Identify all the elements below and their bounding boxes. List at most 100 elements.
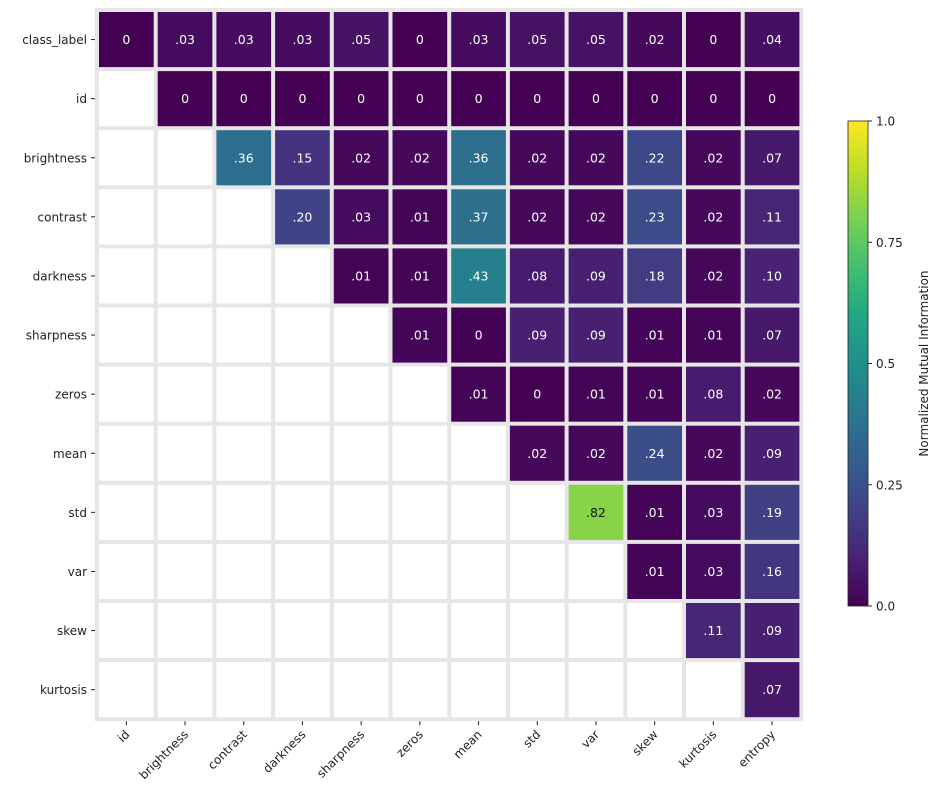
cell-value-label: .09: [762, 623, 782, 638]
heatmap-cell: [157, 543, 213, 599]
colorbar-tick-label: 1.0: [876, 115, 895, 129]
cell-value-label: .01: [410, 268, 430, 283]
heatmap-cell: [275, 248, 330, 304]
heatmap-cell: [216, 543, 272, 599]
heatmap-cell: [509, 12, 565, 68]
heatmap-cell: [568, 662, 624, 718]
cell-value-label: .03: [351, 209, 371, 224]
cell-value-label: .02: [586, 209, 606, 224]
column-tick-label: skew: [630, 727, 661, 758]
heatmap-cell: [216, 366, 272, 422]
heatmap-cell: [744, 71, 800, 127]
cell-value-label: .03: [175, 32, 195, 47]
heatmap-cells: [99, 12, 800, 718]
row-tick-label: class_label: [22, 33, 87, 47]
heatmap-cell: [627, 603, 682, 659]
heatmap-cell: [451, 12, 506, 68]
heatmap-cell: [99, 12, 154, 68]
heatmap-cell: [157, 130, 213, 186]
heatmap-cell: [157, 248, 213, 304]
heatmap-cell: [509, 484, 565, 540]
cell-value-label: .24: [645, 446, 665, 461]
cell-value-label: .15: [293, 150, 313, 165]
heatmap-cell: [333, 189, 389, 245]
row-tick-label: darkness: [33, 269, 87, 283]
heatmap-cell: [686, 543, 741, 599]
heatmap-cell: [627, 425, 682, 481]
heatmap-cell: [686, 425, 741, 481]
heatmap-cell: [333, 543, 389, 599]
heatmap-cell: [157, 603, 213, 659]
heatmap-cell: [216, 484, 272, 540]
colorbar: 0.0 0.25 0.5 0.75 1.0 Normalized Mutual Infor…: [847, 115, 931, 614]
cell-value-label: .01: [410, 209, 430, 224]
cell-value-label: .16: [762, 564, 782, 579]
cell-value-label: .02: [527, 209, 547, 224]
cell-value-label: .02: [703, 209, 723, 224]
heatmap-cell: [744, 307, 800, 363]
cell-value-label: .02: [586, 446, 606, 461]
cell-value-label: .02: [762, 387, 782, 402]
heatmap-cell: [275, 484, 330, 540]
heatmap-cell: [568, 425, 624, 481]
heatmap-cell: [392, 307, 448, 363]
heatmap-cell: [568, 366, 624, 422]
heatmap-cell: [568, 307, 624, 363]
heatmap-cell: [451, 71, 506, 127]
cell-value-label: .04: [762, 32, 782, 47]
heatmap-cell: [686, 484, 741, 540]
cell-value-label: .11: [762, 209, 782, 224]
cell-value-label: .01: [410, 328, 430, 343]
heatmap-cell: [509, 189, 565, 245]
heatmap-cell: [451, 366, 506, 422]
cell-value-label: 0: [181, 91, 189, 106]
heatmap-cell: [744, 248, 800, 304]
heatmap-cell: [216, 307, 272, 363]
cell-value-label: 0: [709, 32, 717, 47]
heatmap-cell: [451, 189, 506, 245]
heatmap-cell: [686, 307, 741, 363]
heatmap-cell: [157, 307, 213, 363]
heatmap-cell: [333, 662, 389, 718]
heatmap-cell: [627, 12, 682, 68]
heatmap-cell: [333, 603, 389, 659]
heatmap-cell: [509, 543, 565, 599]
heatmap-cell: [333, 484, 389, 540]
column-tick-label: brightness: [137, 727, 192, 782]
heatmap-cell: [275, 307, 330, 363]
column-tick-label: darkness: [260, 727, 308, 775]
heatmap-cell: [744, 484, 800, 540]
column-tick-label: zeros: [393, 727, 425, 759]
heatmap-cell: [275, 662, 330, 718]
cell-value-label: .01: [351, 268, 371, 283]
heatmap-cell: [744, 366, 800, 422]
row-tick-label: zeros: [55, 388, 87, 402]
heatmap-cell: [157, 425, 213, 481]
column-tick-label: mean: [451, 727, 485, 761]
heatmap-cell: [333, 12, 389, 68]
cell-value-label: 0: [709, 91, 717, 106]
cell-value-label: .03: [293, 32, 313, 47]
cell-value-label: .02: [703, 268, 723, 283]
heatmap-cell: [392, 484, 448, 540]
heatmap-cell: [157, 484, 213, 540]
heatmap-cell: [333, 71, 389, 127]
cell-value-label: 0: [475, 91, 483, 106]
heatmap-cell: [392, 189, 448, 245]
cell-value-label: .02: [351, 150, 371, 165]
column-tick-labels: id brightness contrast darkness sharpness zer…: [115, 721, 778, 782]
heatmap-cell: [451, 662, 506, 718]
heatmap-cell: [216, 130, 272, 186]
column-tick-label: id: [115, 727, 133, 745]
heatmap-cell: [627, 366, 682, 422]
heatmap-cell: [451, 543, 506, 599]
heatmap-cell: [333, 130, 389, 186]
heatmap-cell: [392, 662, 448, 718]
cell-value-label: .09: [527, 328, 547, 343]
heatmap-cell: [275, 189, 330, 245]
heatmap-cell: [99, 189, 154, 245]
cell-value-label: 0: [475, 328, 483, 343]
heatmap-cell: [333, 425, 389, 481]
